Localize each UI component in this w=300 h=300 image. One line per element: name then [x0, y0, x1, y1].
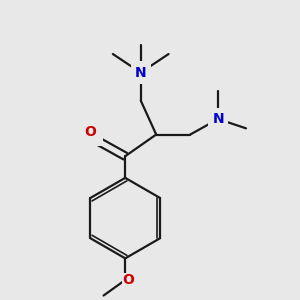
Text: N: N: [212, 112, 224, 126]
Text: O: O: [84, 125, 96, 139]
Text: N: N: [135, 66, 146, 80]
Text: O: O: [122, 273, 134, 287]
